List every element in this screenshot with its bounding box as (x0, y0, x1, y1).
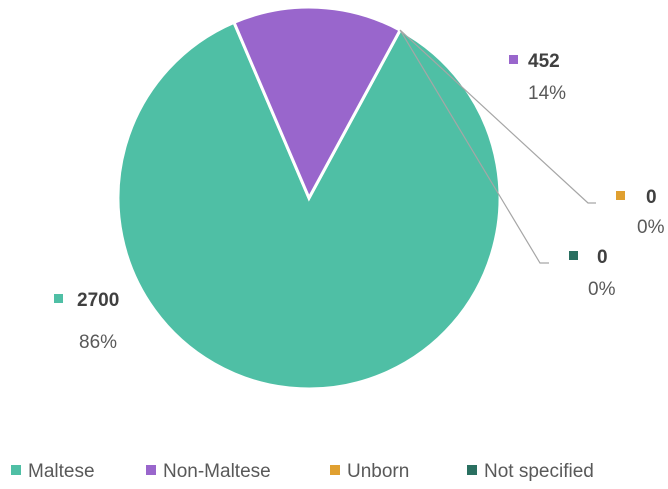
leader-line-unborn (399, 29, 596, 204)
legend-swatch-unborn (330, 465, 340, 475)
legend-label-unborn: Unborn (347, 461, 409, 482)
leader-line-not-specified (399, 29, 549, 264)
data-label-percent-not-specified: 0% (588, 279, 616, 300)
data-label-value-not-specified: 0 (597, 247, 608, 268)
data-label-swatch-maltese (54, 294, 63, 303)
data-label-percent-unborn: 0% (637, 217, 665, 238)
data-label-percent-maltese: 86% (79, 332, 117, 353)
data-label-value-unborn: 0 (646, 187, 657, 208)
pie-slice-non-maltese (232, 5, 403, 202)
legend-label-non-maltese: Non-Maltese (163, 461, 271, 482)
legend-swatch-not-specified (467, 465, 477, 475)
data-label-value-non-maltese: 452 (528, 51, 560, 72)
legend-swatch-maltese (11, 465, 21, 475)
data-label-percent-non-maltese: 14% (528, 83, 566, 104)
data-label-swatch-unborn (616, 191, 625, 200)
data-label-swatch-not-specified (569, 251, 578, 260)
leader-lines (399, 29, 596, 264)
data-labels: 2700 86% 452 14% 0 0% 0 0% (54, 51, 665, 353)
legend-swatch-non-maltese (146, 465, 156, 475)
data-label-swatch-non-maltese (509, 55, 518, 64)
legend: Maltese Non-Maltese Unborn Not specified (11, 461, 594, 482)
pie-slices (116, 5, 502, 391)
legend-label-maltese: Maltese (28, 461, 95, 482)
legend-label-not-specified: Not specified (484, 461, 594, 482)
data-label-value-maltese: 2700 (77, 290, 119, 311)
pie-slice-maltese (116, 20, 502, 391)
